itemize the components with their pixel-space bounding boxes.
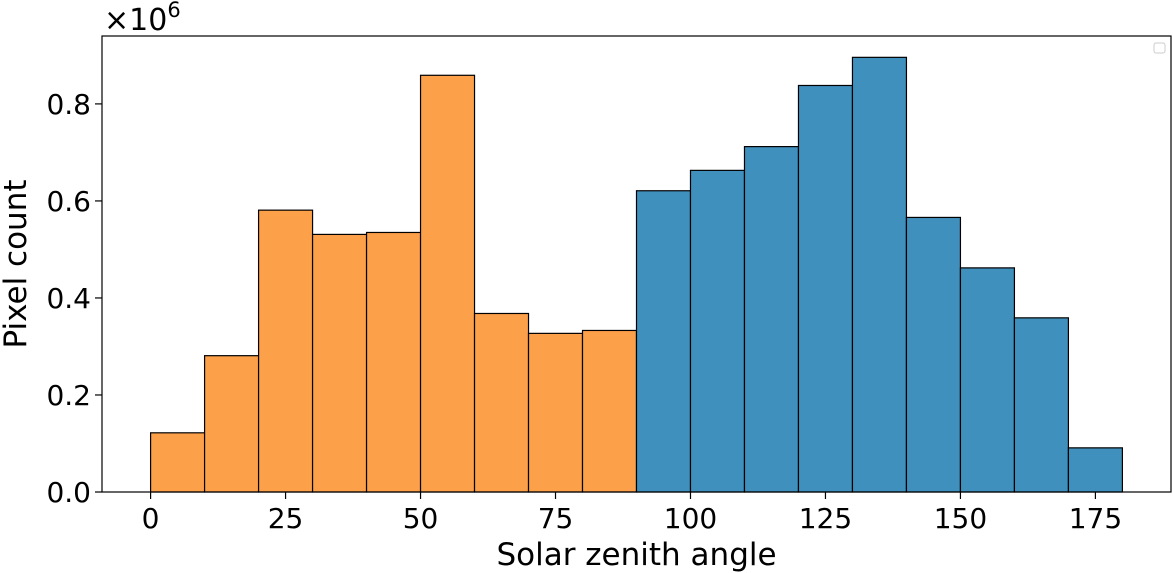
histogram-bar — [743, 146, 800, 493]
y-scale-offset: ×106 — [104, 0, 181, 38]
histogram-bar — [203, 355, 260, 493]
x-tick-label: 75 — [538, 502, 574, 535]
x-axis-label: Solar zenith angle — [496, 537, 776, 573]
y-axis-ticks: 0.0 0.2 0.4 0.6 0.8 — [46, 88, 102, 509]
histogram-bar — [689, 169, 746, 493]
x-tick-label: 50 — [403, 502, 439, 535]
x-tick-label: 150 — [934, 502, 987, 535]
histogram-bar — [1067, 447, 1124, 493]
legend-box — [1153, 42, 1166, 54]
histogram-bar — [635, 190, 692, 493]
plot-frame — [101, 35, 1172, 493]
histogram-bar — [311, 233, 368, 493]
y-tick-label: 0.4 — [46, 282, 91, 315]
y-scale-offset-base: ×10 — [104, 3, 167, 38]
histogram-bar — [257, 209, 314, 493]
histogram-bar — [905, 216, 962, 493]
histogram-bar — [149, 432, 206, 493]
histogram-bar — [1013, 317, 1070, 493]
histogram-bar — [851, 56, 908, 493]
histogram-bar — [419, 74, 476, 493]
x-tick-label: 175 — [1069, 502, 1122, 535]
histogram-bar — [527, 332, 584, 493]
bars-group — [149, 56, 1124, 493]
y-tick-label: 0.0 — [46, 476, 91, 509]
x-tick-label: 25 — [268, 502, 304, 535]
x-tick-label: 0 — [142, 502, 160, 535]
histogram-bar — [959, 267, 1016, 493]
histogram-bar — [365, 231, 422, 493]
x-tick-label: 100 — [664, 502, 717, 535]
histogram-bar — [473, 312, 530, 493]
histogram-bar — [797, 84, 854, 493]
y-axis-label: Pixel count — [0, 179, 34, 348]
x-tick-label: 125 — [799, 502, 852, 535]
y-tick-label: 0.6 — [46, 185, 91, 218]
y-tick-label: 0.8 — [46, 88, 91, 121]
x-axis-ticks: 0 25 50 75 100 125 150 175 — [142, 492, 1122, 535]
y-tick-label: 0.2 — [46, 379, 91, 412]
y-scale-offset-exponent: 6 — [167, 0, 180, 22]
histogram-bar — [581, 329, 638, 493]
